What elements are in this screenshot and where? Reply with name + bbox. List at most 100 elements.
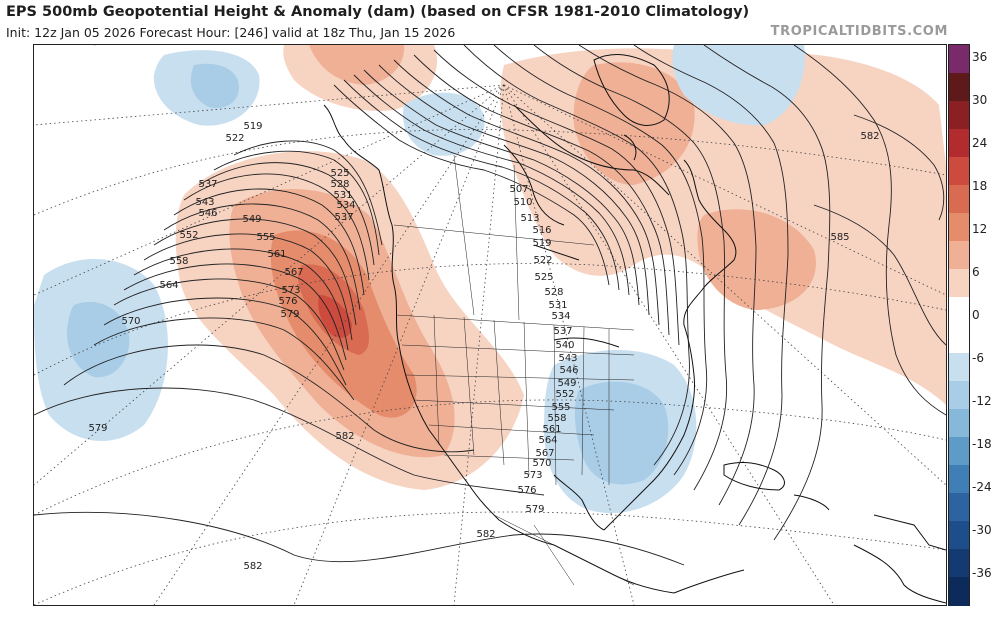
colorbar-segment xyxy=(949,45,969,74)
colorbar-segment xyxy=(949,521,969,550)
positive-anomaly-east-core xyxy=(573,62,695,185)
contour-label: 570 xyxy=(121,316,140,327)
contour-label: 546 xyxy=(198,208,217,219)
colorbar-segment xyxy=(949,269,969,298)
positive-anomaly-north-core xyxy=(309,45,405,85)
contour-label: 507 xyxy=(509,184,528,195)
contour-label: 534 xyxy=(551,311,570,322)
contour-label: 537 xyxy=(198,179,217,190)
negative-anomaly-greenland xyxy=(672,45,805,126)
contour-label: 528 xyxy=(330,179,349,190)
colorbar-segment xyxy=(949,157,969,186)
negative-anomaly-southeast-core xyxy=(574,381,669,485)
contour-label: 525 xyxy=(330,168,349,179)
contour-label: 582 xyxy=(243,561,262,572)
height-contours xyxy=(34,45,946,566)
colorbar-label: 36 xyxy=(972,50,988,64)
contour-label: 534 xyxy=(336,200,355,211)
colorbar-segment xyxy=(949,409,969,438)
contour-label: 573 xyxy=(281,285,300,296)
contour-label: 519 xyxy=(243,121,262,132)
colorbar-label: -36 xyxy=(972,566,992,580)
contour-label: 558 xyxy=(169,256,188,267)
contour-label: 573 xyxy=(523,470,542,481)
contour-label: 564 xyxy=(159,280,178,291)
contour-label: 567 xyxy=(535,448,554,459)
contour-label: 510 xyxy=(513,197,532,208)
colorbar-segment xyxy=(949,549,969,578)
contour-label: 531 xyxy=(333,190,352,201)
colorbar-segment xyxy=(949,73,969,102)
contour-label: 561 xyxy=(267,249,286,260)
contour-label: 513 xyxy=(520,213,539,224)
colorbar-segment xyxy=(949,241,969,270)
colorbar-segment xyxy=(949,437,969,466)
brand-logo-text[interactable]: TROPICALTIDBITS.COM xyxy=(770,24,948,39)
contour-label: 579 xyxy=(280,309,299,320)
contour-label: 549 xyxy=(242,214,261,225)
contour-label: 519 xyxy=(532,238,551,249)
colorbar-segment xyxy=(949,577,969,606)
colorbar-label: -18 xyxy=(972,437,992,451)
contour-label: 564 xyxy=(538,435,557,446)
contour-label: 543 xyxy=(558,353,577,364)
contour-label: 558 xyxy=(547,413,566,424)
contour-label: 582 xyxy=(335,431,354,442)
contour-label: 582 xyxy=(476,529,495,540)
negative-anomaly-pacific-north-core xyxy=(190,63,239,109)
map-title: EPS 500mb Geopotential Height & Anomaly … xyxy=(6,4,750,20)
contour-label: 549 xyxy=(557,378,576,389)
contour-label: 567 xyxy=(284,267,303,278)
colorbar-label: 30 xyxy=(972,93,988,107)
colorbar-label: -30 xyxy=(972,523,992,537)
contour-label: 522 xyxy=(225,133,244,144)
contour-label: 552 xyxy=(179,230,198,241)
colorbar-label: 0 xyxy=(972,308,980,322)
colorbar-segment xyxy=(949,381,969,410)
map-panel: 519 522 537 543 546 549 552 555 558 561 567 564 573 5… xyxy=(33,44,947,606)
colorbar-segment xyxy=(949,297,969,326)
colorbar-label: 12 xyxy=(972,222,988,236)
colorbar-label: -12 xyxy=(972,394,992,408)
colorbar-segment xyxy=(949,101,969,130)
colorbar-segment xyxy=(949,325,969,354)
contour-label: 546 xyxy=(559,365,578,376)
colorbar-segment xyxy=(949,129,969,158)
contour-label: 531 xyxy=(548,300,567,311)
contour-label: 579 xyxy=(525,504,544,515)
contour-label: 555 xyxy=(256,232,275,243)
contour-label: 537 xyxy=(553,326,572,337)
contour-label: 522 xyxy=(533,255,552,266)
contour-label: 543 xyxy=(195,197,214,208)
colorbar-segment xyxy=(949,465,969,494)
political-boundaries xyxy=(393,154,635,586)
colorbar-segment xyxy=(949,213,969,242)
contour-label: 585 xyxy=(830,232,849,243)
contour-label: 579 xyxy=(88,423,107,434)
contour-label: 516 xyxy=(532,225,551,236)
contour-label: 555 xyxy=(551,402,570,413)
colorbar-label: -6 xyxy=(972,351,984,365)
colorbar-label: -24 xyxy=(972,480,992,494)
contour-label: 525 xyxy=(534,272,553,283)
map-subtitle: Init: 12z Jan 05 2026 Forecast Hour: [24… xyxy=(6,25,456,40)
contour-label: 582 xyxy=(860,131,879,142)
contour-label: 570 xyxy=(532,458,551,469)
colorbar-segment xyxy=(949,353,969,382)
colorbar-label: 6 xyxy=(972,265,980,279)
colorbar-segment xyxy=(949,493,969,522)
contour-label: 576 xyxy=(278,296,297,307)
contour-label: 552 xyxy=(555,389,574,400)
colorbar-label: 24 xyxy=(972,136,988,150)
contour-label: 537 xyxy=(334,212,353,223)
contour-label: 576 xyxy=(517,485,536,496)
negative-anomaly-alaska xyxy=(403,92,485,156)
contour-label: 528 xyxy=(544,287,563,298)
contour-label: 540 xyxy=(555,340,574,351)
colorbar-segment xyxy=(949,185,969,214)
anomaly-colorbar xyxy=(948,44,970,606)
contour-label: 561 xyxy=(542,424,561,435)
colorbar-label: 18 xyxy=(972,179,988,193)
